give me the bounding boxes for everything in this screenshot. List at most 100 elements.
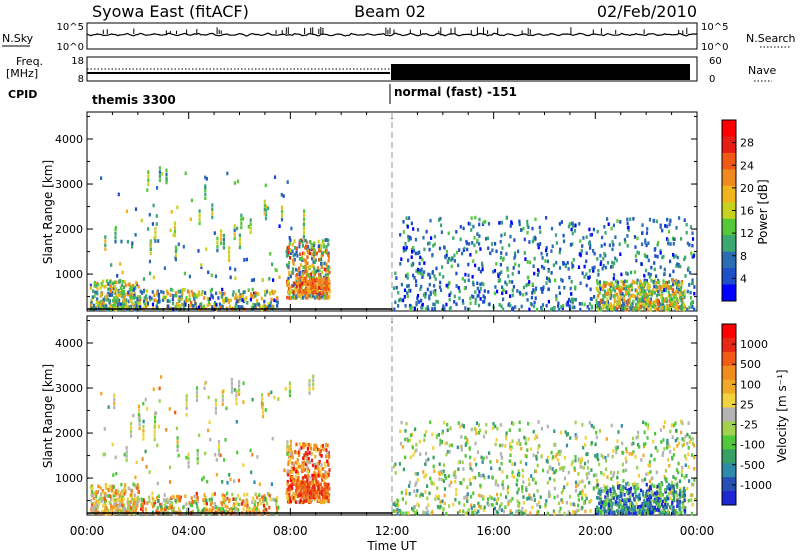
echo-cell [89,286,92,290]
echo-cell [232,497,235,501]
echo-cell [600,487,603,491]
echo-cell [439,438,442,443]
echo-cell [448,443,451,448]
echo-cell [630,307,633,311]
echo-cell [422,293,425,297]
echo-cell [680,473,684,478]
echo-cell [428,282,431,287]
echo-cell [437,218,441,222]
echo-cell [655,274,658,278]
echo-cell [404,455,407,460]
echo-cell [497,483,500,488]
echo-cell [292,495,295,500]
echo-cell [313,497,316,502]
echo-cell [679,264,682,269]
echo-cell [198,209,201,213]
echo-cell [239,294,242,299]
echo-cell [444,441,447,446]
echo-cell [511,280,514,284]
echo-cell [256,292,259,296]
beam-label: Beam 02 [354,2,426,21]
echo-cell [651,291,654,295]
echo-cell [433,307,436,311]
echo-cell [605,305,608,309]
echo-cell [432,243,435,248]
echo-cell [453,300,456,304]
echo-cell [680,306,683,310]
echo-cell [201,508,205,513]
echo-cell [620,304,624,308]
echo-cell [624,306,627,310]
echo-cell [661,290,664,294]
echo-cell [207,300,210,305]
echo-cell [495,479,498,483]
echo-cell [647,505,650,509]
echo-cell [676,255,679,260]
echo-cell [599,492,602,496]
echo-cell [287,462,290,467]
echo-cell [650,498,653,503]
echo-cell [592,249,595,253]
echo-cell [655,293,659,298]
echo-cell [463,279,466,283]
echo-cell [158,166,161,170]
echo-cell [458,289,461,294]
echo-cell [603,507,606,512]
echo-cell [683,498,686,503]
echo-cell [123,491,126,496]
echo-cell [541,303,544,307]
echo-cell [264,212,268,217]
echo-cell [691,453,694,457]
echo-cell [90,485,93,489]
echo-cell [490,496,493,500]
echo-cell [487,222,491,226]
echo-cell [163,503,166,508]
echo-cell [237,478,241,483]
echo-cell [262,304,265,309]
echo-cell [314,258,317,262]
echo-cell [604,291,608,296]
echo-cell [194,302,197,306]
echo-cell [589,246,592,250]
echo-cell [406,291,409,295]
echo-cell [487,497,490,501]
echo-cell [415,493,418,498]
echo-cell [408,438,412,442]
echo-cell [690,498,693,502]
echo-cell [312,477,315,481]
echo-cell [302,476,305,480]
echo-cell [439,216,442,221]
echo-cell [428,491,431,496]
echo-cell [665,505,668,510]
echo-cell [496,459,499,463]
echo-cell [238,237,241,242]
echo-cell [666,217,669,222]
echo-cell [432,455,435,460]
echo-cell [123,293,126,297]
echo-cell [181,302,184,306]
echo-cell [669,307,672,311]
echo-cell [137,485,140,490]
echo-cell [570,261,574,266]
echo-cell [475,421,479,425]
echo-cell [482,220,485,225]
echo-cell [232,290,235,294]
echo-cell [200,302,203,306]
echo-cell [559,430,563,435]
echo-cell [534,217,537,222]
echo-cell [469,296,472,301]
echo-cell [509,234,512,239]
echo-cell [406,272,409,277]
echo-cell [264,293,267,297]
cpid-label: CPID [8,88,37,101]
echo-cell [626,234,629,238]
echo-cell [669,285,672,289]
echo-cell [90,298,93,302]
echo-cell [429,476,432,481]
echo-cell [154,235,157,239]
echo-cell [306,269,309,274]
echo-cell [478,504,481,508]
echo-cell [656,484,659,489]
echo-cell [644,298,647,303]
echo-cell [303,498,306,503]
